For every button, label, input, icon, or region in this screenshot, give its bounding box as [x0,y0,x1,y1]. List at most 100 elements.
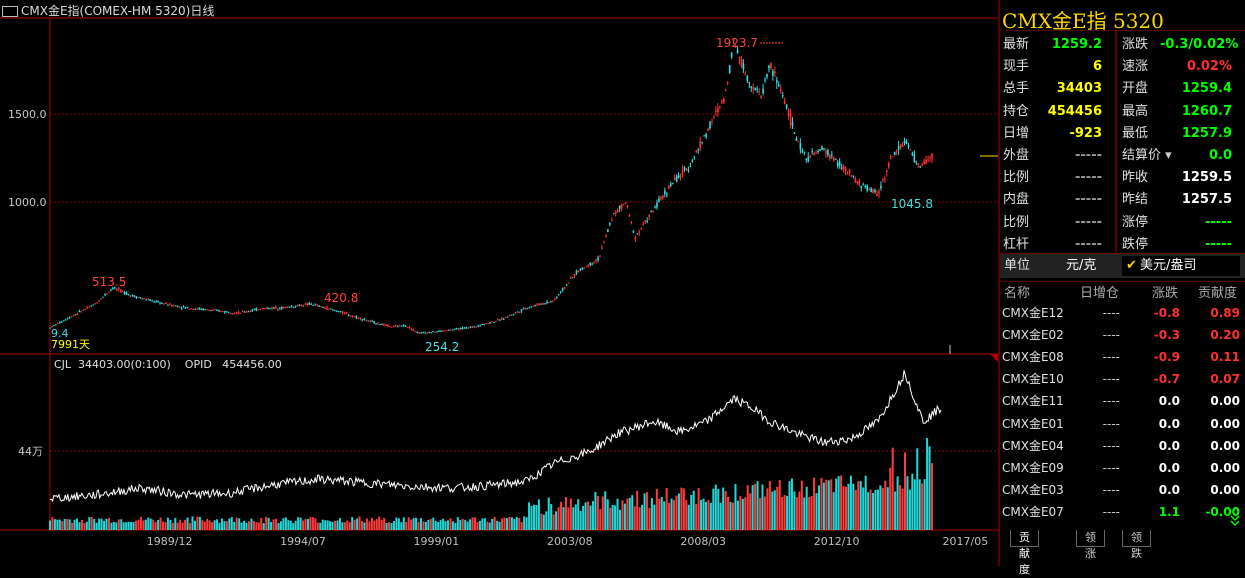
table-row[interactable]: CMX金E08 ---- -0.9 0.11 [1000,346,1245,368]
volume-bar [589,505,592,530]
candle-body [461,327,464,330]
candle-body [544,303,546,305]
volume-bar [373,520,376,530]
candle-body [471,326,474,328]
candle-body [68,316,71,319]
table-row[interactable]: CMX金E02 ---- -0.3 0.20 [1000,324,1245,346]
volume-bar [832,492,835,530]
unit-option-usd[interactable]: 美元/盎司 [1140,258,1197,273]
candle-body [400,325,403,327]
window-icon[interactable] [2,6,18,17]
candle-body [921,164,923,166]
quote-value: ----- [1075,236,1102,252]
candle-body [49,327,51,329]
volume-bar [186,517,189,530]
quote-row: 比例 ----- 涨停 ----- [1000,212,1245,234]
candle-body [127,294,130,296]
candle-body [355,316,358,318]
volume-bar [474,517,477,530]
candle-body [178,306,181,308]
volume-bar [675,495,678,530]
volume-bar [230,517,233,530]
volume-bar [768,481,771,530]
kline-chart[interactable]: 1500.0 1000.0 44万 1923.7 513.5 420.8 254… [0,0,1000,566]
volume-bar [903,452,906,530]
candle-body [779,89,782,92]
candle-body [351,316,354,318]
candle-body [675,176,678,182]
volume-bar [680,487,683,530]
unit-selector[interactable]: 单位 元/克 ✔ 美元/盎司 [1000,254,1245,278]
candle-body [705,133,707,137]
candle-body [557,294,560,296]
volume-bar [338,518,341,530]
candle-body [218,310,220,312]
candle-body [917,163,920,166]
dropdown-icon[interactable]: ▾ [1161,148,1172,163]
volume-bar [744,497,747,530]
volume-bar [451,521,454,530]
candle-body [591,263,593,265]
table-row[interactable]: CMX金E11 ---- 0.0 0.00 [1000,390,1245,412]
candle-body [571,277,574,279]
candle-body [98,300,100,302]
scroll-down-icon[interactable] [1228,512,1242,528]
candle-body [157,301,159,303]
candle-body [829,155,831,159]
tab-top-gainers[interactable]: 领涨 [1076,530,1105,560]
table-row[interactable]: CMX金E12 ---- -0.8 0.89 [1000,302,1245,324]
col-change[interactable]: 涨跌 [1152,286,1179,301]
candle-body [502,318,505,320]
candle-body [334,309,336,311]
candle-body [766,73,768,78]
volume-bar [714,484,717,530]
volume-bar [646,492,649,530]
candle-body [573,274,576,277]
col-contrib[interactable]: 贡献度 [1198,286,1238,301]
candle-body [612,213,615,215]
volume-bar [181,522,184,530]
volume-bar [287,520,290,530]
candle-body [722,98,725,103]
candle-body [715,110,717,112]
volume-bar [252,521,255,530]
table-row[interactable]: CMX金E09 ---- 0.0 0.00 [1000,457,1245,479]
col-name[interactable]: 名称 [1004,286,1031,301]
volume-bar [218,522,221,530]
candle-body [691,160,694,162]
candle-body [186,307,189,309]
table-row[interactable]: CMX金E01 ---- 0.0 0.00 [1000,413,1245,435]
candle-body [62,320,65,322]
tab-contribution[interactable]: 贡献度 [1010,530,1039,576]
candle-body [349,315,352,317]
volume-bar [815,493,818,530]
quote-label: 比例 [1003,170,1030,186]
candle-body [911,152,914,155]
cell-change: -0.8 [1153,306,1180,320]
cell-contrib: 0.00 [1210,416,1240,431]
volume-bar [466,521,469,530]
candle-body [561,288,564,291]
tab-top-losers[interactable]: 领跌 [1122,530,1151,560]
volume-bar [73,519,76,530]
candle-body [909,149,912,151]
volume-bar [235,517,238,530]
quote-row: 比例 ----- 昨收 1259.5 [1000,167,1245,189]
volume-bar [555,511,558,530]
volume-bar [876,489,879,530]
candle-body [341,311,344,314]
candle-body [294,305,297,307]
volume-bar [454,522,457,530]
table-row[interactable]: CMX金E07 ---- 1.1 -0.00 [1000,501,1245,523]
volume-bar [808,496,811,530]
quote-label: 比例 [1003,214,1030,230]
unit-option-rmb[interactable]: 元/克 [1066,258,1097,273]
col-oi-change[interactable]: 日增仓 [1080,286,1120,301]
table-row[interactable]: CMX金E04 ---- 0.0 0.00 [1000,435,1245,457]
volume-bar [702,498,705,530]
table-row[interactable]: CMX金E03 ---- 0.0 0.00 [1000,479,1245,501]
candle-body [479,324,481,326]
table-row[interactable]: CMX金E10 ---- -0.7 0.07 [1000,368,1245,390]
volume-bar [692,490,695,530]
candle-body [587,264,590,267]
